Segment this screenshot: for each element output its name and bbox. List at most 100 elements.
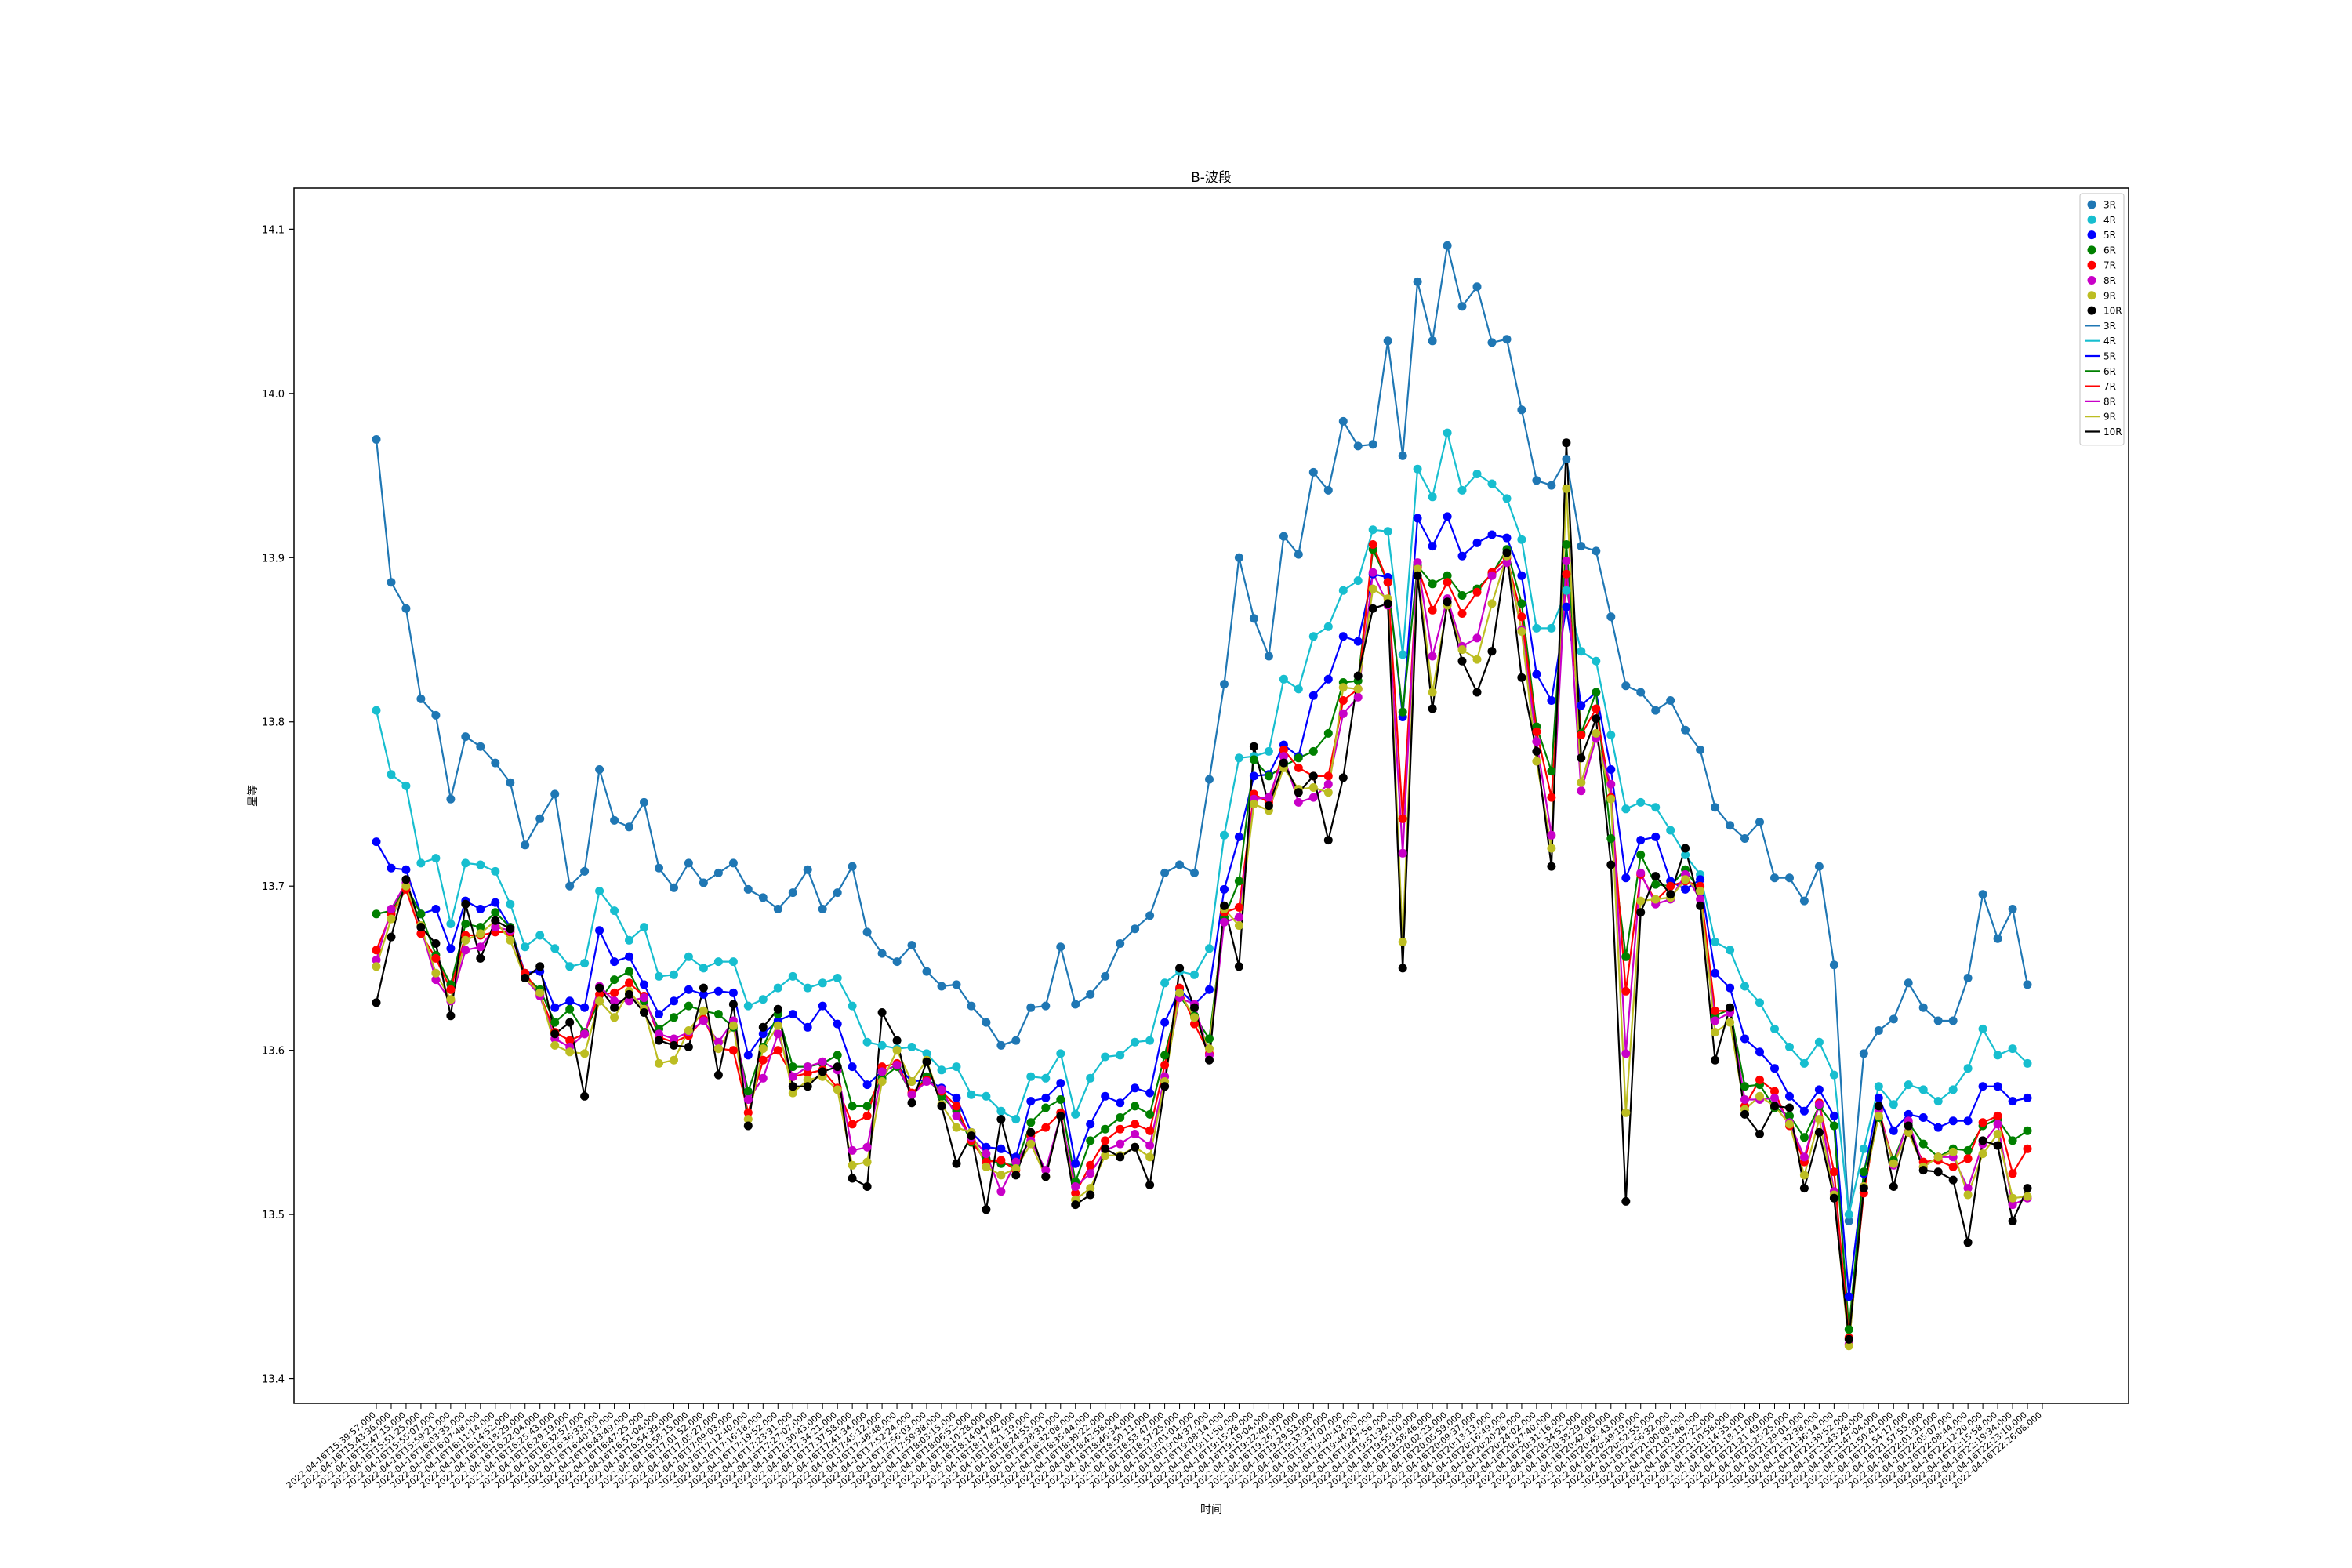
data-point — [1205, 1055, 1214, 1065]
data-point — [922, 1049, 931, 1058]
data-point — [1264, 801, 1273, 811]
data-point — [1577, 647, 1586, 656]
data-point — [1874, 1111, 1883, 1120]
data-point — [1799, 1133, 1809, 1142]
data-point — [1740, 1109, 1749, 1119]
legend-label: 8R — [2103, 275, 2116, 286]
legend-marker-10R — [2087, 306, 2096, 315]
data-point — [743, 1087, 753, 1096]
data-point — [1814, 862, 1824, 871]
data-point — [1338, 416, 1348, 426]
y-axis: 13.4 13.5 13.6 13.7 13.8 13.9 14.0 14.1 — [262, 224, 294, 1386]
data-point — [416, 858, 426, 868]
data-point — [2023, 1184, 2032, 1193]
data-point — [1234, 832, 1243, 841]
data-point — [1368, 584, 1377, 593]
data-point — [595, 983, 604, 993]
data-point — [1993, 934, 2002, 943]
data-point — [625, 996, 633, 1006]
data-point — [1904, 1121, 1913, 1131]
data-point — [713, 1037, 723, 1047]
data-point — [1711, 937, 1720, 946]
data-point — [907, 1090, 916, 1099]
data-point — [1413, 277, 1422, 286]
data-point — [1696, 745, 1705, 754]
data-point — [1993, 1120, 2002, 1129]
data-point — [1948, 1162, 1958, 1171]
data-point — [1874, 1093, 1883, 1102]
data-point — [1160, 1051, 1170, 1060]
data-point — [2023, 1192, 2032, 1201]
data-point — [595, 765, 604, 774]
legend-label: 3R — [2103, 321, 2116, 332]
data-point — [1368, 440, 1377, 449]
data-point — [728, 988, 738, 997]
legend-marker-8R — [2087, 276, 2096, 285]
data-point — [1398, 937, 1407, 946]
data-point — [1814, 1127, 1824, 1137]
data-point — [1577, 778, 1586, 787]
data-point — [1011, 1171, 1021, 1180]
data-point — [1651, 895, 1661, 904]
data-point — [1889, 1014, 1898, 1024]
data-point — [2023, 1126, 2032, 1135]
data-point — [2008, 1169, 2017, 1178]
data-point — [1993, 1141, 2002, 1150]
data-point — [1487, 338, 1497, 347]
data-point — [431, 710, 441, 720]
data-point — [2008, 1136, 2017, 1145]
data-point — [670, 996, 678, 1006]
data-point — [1472, 470, 1482, 478]
data-point — [372, 998, 381, 1007]
data-point — [610, 957, 619, 967]
data-point — [580, 866, 590, 876]
data-point — [1755, 818, 1764, 826]
data-point — [758, 1029, 768, 1039]
data-point — [1220, 680, 1229, 689]
data-point — [580, 959, 590, 968]
y-tick-label: 13.8 — [262, 717, 285, 729]
data-point — [372, 962, 381, 971]
data-point — [1577, 731, 1586, 739]
data-point — [773, 1029, 782, 1039]
data-point — [1711, 968, 1720, 978]
data-point — [1770, 1087, 1779, 1096]
legend: 3R 4R 5R 6R 7R 8R 9R 10R 3R 4R 5R 6R 7R 8R 9R 10R — [2079, 193, 2125, 446]
data-point — [1844, 1325, 1853, 1334]
data-point — [1131, 1130, 1140, 1138]
data-point — [1308, 632, 1318, 641]
data-point — [1338, 696, 1348, 705]
data-point — [595, 989, 604, 999]
data-point — [476, 860, 485, 869]
data-point — [1666, 881, 1675, 891]
data-point — [848, 1120, 857, 1129]
legend-label: 10R — [2103, 306, 2122, 317]
data-point — [1606, 834, 1616, 843]
data-point — [1234, 902, 1243, 912]
data-point — [833, 888, 842, 898]
data-point — [1963, 1064, 1973, 1073]
data-point — [1577, 786, 1586, 796]
data-point — [773, 983, 782, 993]
data-point — [1279, 745, 1288, 754]
data-point — [1323, 788, 1333, 797]
data-point — [684, 952, 693, 961]
data-point — [1592, 728, 1601, 738]
data-point — [1145, 1126, 1155, 1135]
data-point — [1428, 605, 1437, 615]
data-point — [728, 858, 738, 868]
data-point — [1517, 673, 1526, 682]
data-point — [1353, 576, 1363, 586]
data-point — [1933, 1152, 1943, 1162]
data-point — [1621, 804, 1631, 814]
data-point — [1666, 826, 1675, 835]
data-point — [684, 858, 693, 868]
data-point — [1874, 1102, 1883, 1111]
data-point — [1160, 868, 1170, 877]
data-point — [937, 982, 946, 991]
data-point — [1770, 873, 1779, 883]
data-point — [1338, 773, 1348, 782]
data-point — [521, 840, 530, 850]
data-point — [699, 1016, 708, 1025]
data-point — [1353, 684, 1363, 694]
